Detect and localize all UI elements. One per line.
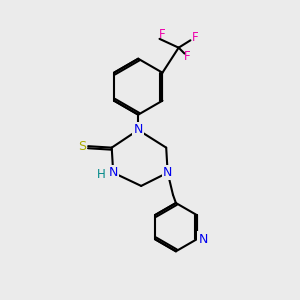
Text: N: N: [134, 124, 143, 136]
Text: F: F: [191, 31, 198, 44]
Text: N: N: [109, 166, 118, 179]
Text: N: N: [163, 166, 172, 179]
Text: N: N: [199, 233, 208, 246]
Text: H: H: [97, 168, 105, 181]
Text: F: F: [184, 50, 191, 63]
Text: S: S: [78, 140, 86, 153]
Text: F: F: [159, 28, 166, 41]
Text: N: N: [134, 124, 143, 136]
